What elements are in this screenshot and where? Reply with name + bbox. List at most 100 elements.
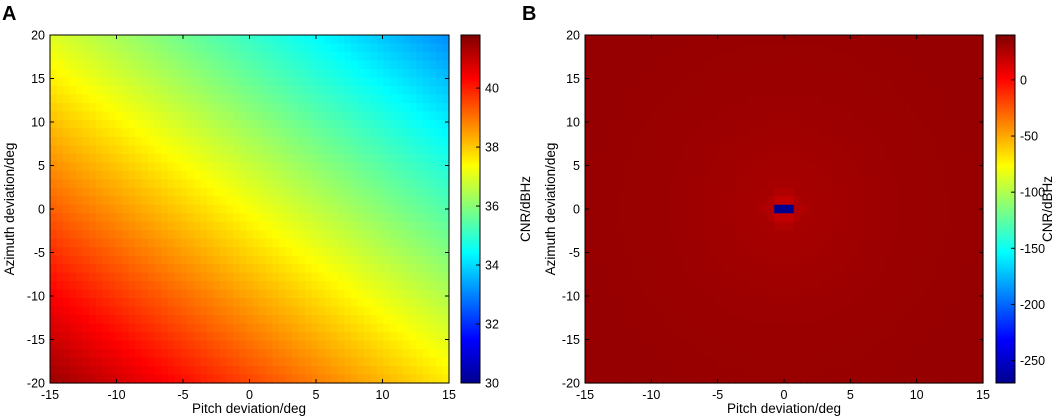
heatmap-cell [95, 264, 103, 274]
heatmap-cell [265, 77, 273, 87]
heatmap-cell [324, 349, 332, 359]
heatmap-cell [643, 68, 651, 79]
heatmap-cell [669, 196, 677, 206]
heatmap-cell [630, 289, 638, 299]
heatmap-cell [213, 323, 221, 333]
heatmap-cell [95, 51, 103, 62]
heatmap-cell [390, 323, 398, 333]
heatmap-cell [800, 51, 808, 62]
heatmap-cell [442, 315, 450, 325]
heatmap-cell [200, 238, 208, 248]
heatmap-cell [806, 264, 814, 274]
heatmap-cell [95, 60, 103, 70]
heatmap-cell [377, 153, 385, 163]
heatmap-cell [891, 306, 899, 316]
heatmap-cell [148, 204, 156, 214]
heatmap-cell [187, 213, 195, 223]
heatmap-cell [226, 196, 234, 206]
heatmap-cell [128, 51, 136, 62]
heatmap-cell [318, 68, 326, 79]
heatmap-cell [591, 51, 599, 62]
heatmap-cell [357, 68, 365, 79]
heatmap-cell [767, 162, 775, 172]
heatmap-cell [318, 94, 326, 104]
heatmap-cell [872, 340, 880, 350]
heatmap-cell [872, 196, 880, 206]
heatmap-cell [950, 145, 958, 155]
heatmap-cell [611, 315, 619, 325]
heatmap-cell [331, 145, 339, 155]
heatmap-cell [95, 196, 103, 206]
heatmap-cell [220, 94, 228, 104]
heatmap-cell [298, 221, 306, 231]
heatmap-cell [108, 298, 117, 308]
heatmap-cell [298, 77, 306, 87]
heatmap-cell [604, 136, 612, 146]
heatmap-cell [252, 366, 260, 376]
heatmap-cell [859, 289, 867, 299]
heatmap-cell [357, 238, 365, 248]
heatmap-cell [200, 230, 208, 240]
heatmap-cell [637, 213, 645, 223]
heatmap-cell [598, 247, 606, 257]
heatmap-cell [591, 162, 599, 172]
heatmap-cell [383, 357, 391, 367]
heatmap-cell [832, 323, 841, 333]
heatmap-cell [396, 281, 404, 291]
heatmap-cell [800, 272, 808, 282]
heatmap-cell [598, 357, 606, 367]
heatmap-cell [676, 187, 684, 197]
heatmap-cell [180, 43, 188, 53]
heatmap-cell [728, 196, 736, 206]
heatmap-cell [898, 51, 906, 62]
heatmap-cell [630, 366, 638, 376]
heatmap-cell [285, 306, 293, 316]
heatmap-cell [806, 170, 814, 180]
heatmap-cell [650, 35, 658, 45]
heatmap-cell [754, 315, 762, 325]
heatmap-cell [272, 111, 280, 121]
heatmap-cell [708, 60, 717, 70]
heatmap-cell [878, 306, 886, 316]
heatmap-cell [161, 374, 169, 384]
heatmap-cell [154, 323, 162, 333]
heatmap-cell [311, 298, 319, 308]
heatmap-cell [898, 366, 906, 376]
heatmap-cell [193, 77, 202, 87]
heatmap-cell [154, 366, 162, 376]
heatmap-cell [689, 85, 697, 96]
heatmap-cell [285, 136, 293, 146]
heatmap-cell [102, 281, 110, 291]
heatmap-cell [624, 128, 632, 138]
heatmap-cell [233, 332, 241, 342]
heatmap-cell [337, 272, 345, 282]
heatmap-cell [663, 204, 671, 214]
heatmap-cell [69, 187, 77, 197]
heatmap-cell [891, 238, 899, 248]
heatmap-cell [324, 357, 332, 367]
heatmap-cell [832, 60, 841, 70]
heatmap-cell [239, 357, 247, 367]
heatmap-cell [708, 255, 717, 265]
heatmap-cell [728, 357, 736, 367]
heatmap-cell [943, 230, 951, 240]
heatmap-cell [793, 77, 801, 87]
heatmap-cell [95, 255, 103, 265]
heatmap-cell [305, 119, 313, 129]
heatmap-cell [220, 128, 228, 138]
heatmap-cell [689, 340, 697, 350]
heatmap-cell [826, 298, 834, 308]
heatmap-cell [878, 332, 886, 342]
heatmap-cell [819, 230, 828, 240]
heatmap-cell [259, 77, 267, 87]
heatmap-cell [200, 332, 208, 342]
heatmap-cell [878, 340, 886, 350]
heatmap-cell [383, 332, 391, 342]
heatmap-cell [630, 349, 638, 359]
heatmap-cell [102, 340, 110, 350]
heatmap-cell [695, 289, 704, 299]
heatmap-cell [702, 366, 710, 376]
heatmap-cell [69, 85, 77, 96]
heatmap-cell [298, 145, 306, 155]
x-tick-label: 0 [246, 388, 253, 402]
